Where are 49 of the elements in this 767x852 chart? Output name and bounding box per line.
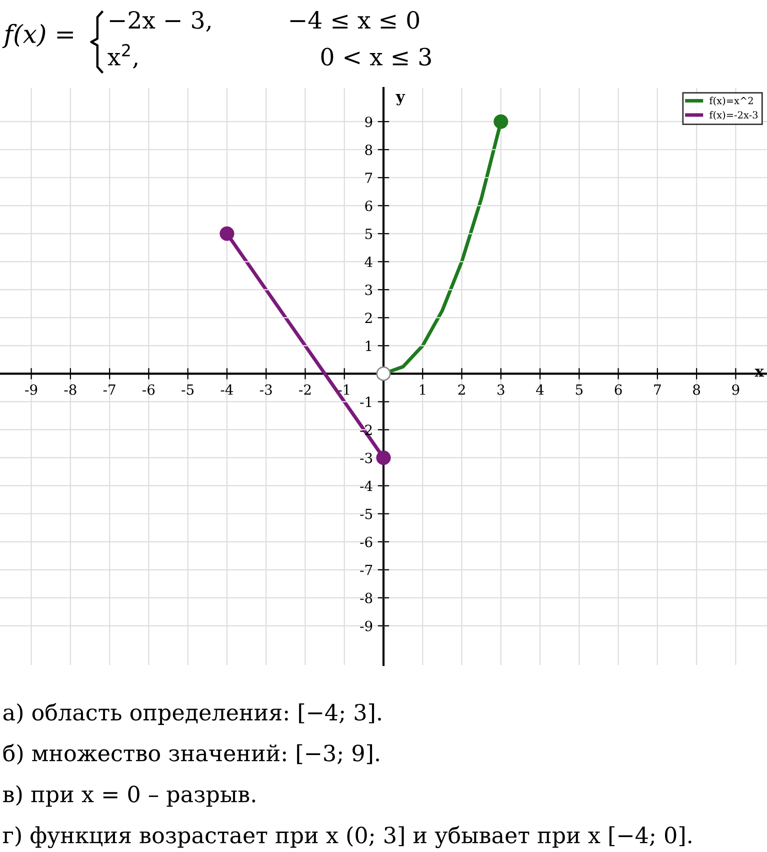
y-tick-label: 4 — [364, 256, 372, 267]
x-tick-label: 2 — [458, 384, 465, 395]
text: г) функция возрастает при x (0; 3] и убывает при x [−4; 0]. — [2, 826, 692, 848]
y-tick-label: -3 — [360, 452, 372, 464]
x-tick-label: -9 — [25, 384, 38, 395]
text: а) область определения: [−4; 3]. — [3, 703, 381, 725]
y-tick-label: -9 — [360, 620, 372, 632]
x-tick-label: -3 — [260, 384, 272, 395]
y-tick-label: 9 — [365, 116, 372, 128]
x-tick-label: 1 — [420, 384, 426, 395]
legend-label: f(x)=-2x-3 — [710, 111, 758, 120]
y-tick-label: 6 — [365, 200, 372, 212]
text: в) при x = 0 – разрыв. — [3, 785, 256, 807]
x-tick-label: 9 — [732, 384, 740, 395]
legend-label: f(x)=x^2 — [710, 96, 753, 106]
y-tick-label: -6 — [360, 536, 372, 548]
y-tick-label: 8 — [365, 144, 372, 156]
text: x$^{2}$, 0 < x ≤ 3 — [108, 44, 431, 69]
y-tick-label: -7 — [360, 564, 372, 576]
y-tick-label: -5 — [360, 508, 372, 520]
x-tick-label: -8 — [64, 384, 76, 395]
y-tick-label: 7 — [365, 172, 372, 183]
y-tick-label: 2 — [365, 312, 372, 323]
y-axis-title: y — [396, 94, 406, 106]
x-tick-label: -1 — [338, 384, 350, 395]
text: −2x − 3, −4 ≤ x ≤ 0 — [110, 10, 420, 32]
x-tick-label: -5 — [182, 384, 194, 395]
y-tick-label: 5 — [365, 228, 372, 240]
y-tick-label: -8 — [360, 592, 372, 604]
x-tick-label: 3 — [498, 384, 504, 395]
y-tick-label: -4 — [360, 480, 372, 492]
point — [494, 114, 508, 129]
x-tick-label: -6 — [142, 384, 155, 395]
y-tick-label: -1 — [360, 396, 372, 407]
point — [376, 450, 391, 466]
x-tick-label: -2 — [299, 384, 311, 395]
x-tick-label: 8 — [693, 384, 700, 395]
x-tick-label: -7 — [103, 384, 116, 395]
x-tick-label: 7 — [654, 384, 661, 395]
y-tick-label: 1 — [366, 340, 372, 351]
point — [376, 366, 391, 381]
x-tick-label: -4 — [220, 384, 234, 395]
x-tick-label: 5 — [576, 384, 583, 395]
y-tick-label: 3 — [365, 284, 372, 296]
x-tick-label: 6 — [614, 384, 622, 395]
x-tick-label: 4 — [536, 384, 544, 395]
point — [220, 226, 234, 241]
text: б) множество значений: [−3; 9]. — [3, 744, 379, 765]
chart-title: f(x) = — [2, 24, 73, 48]
